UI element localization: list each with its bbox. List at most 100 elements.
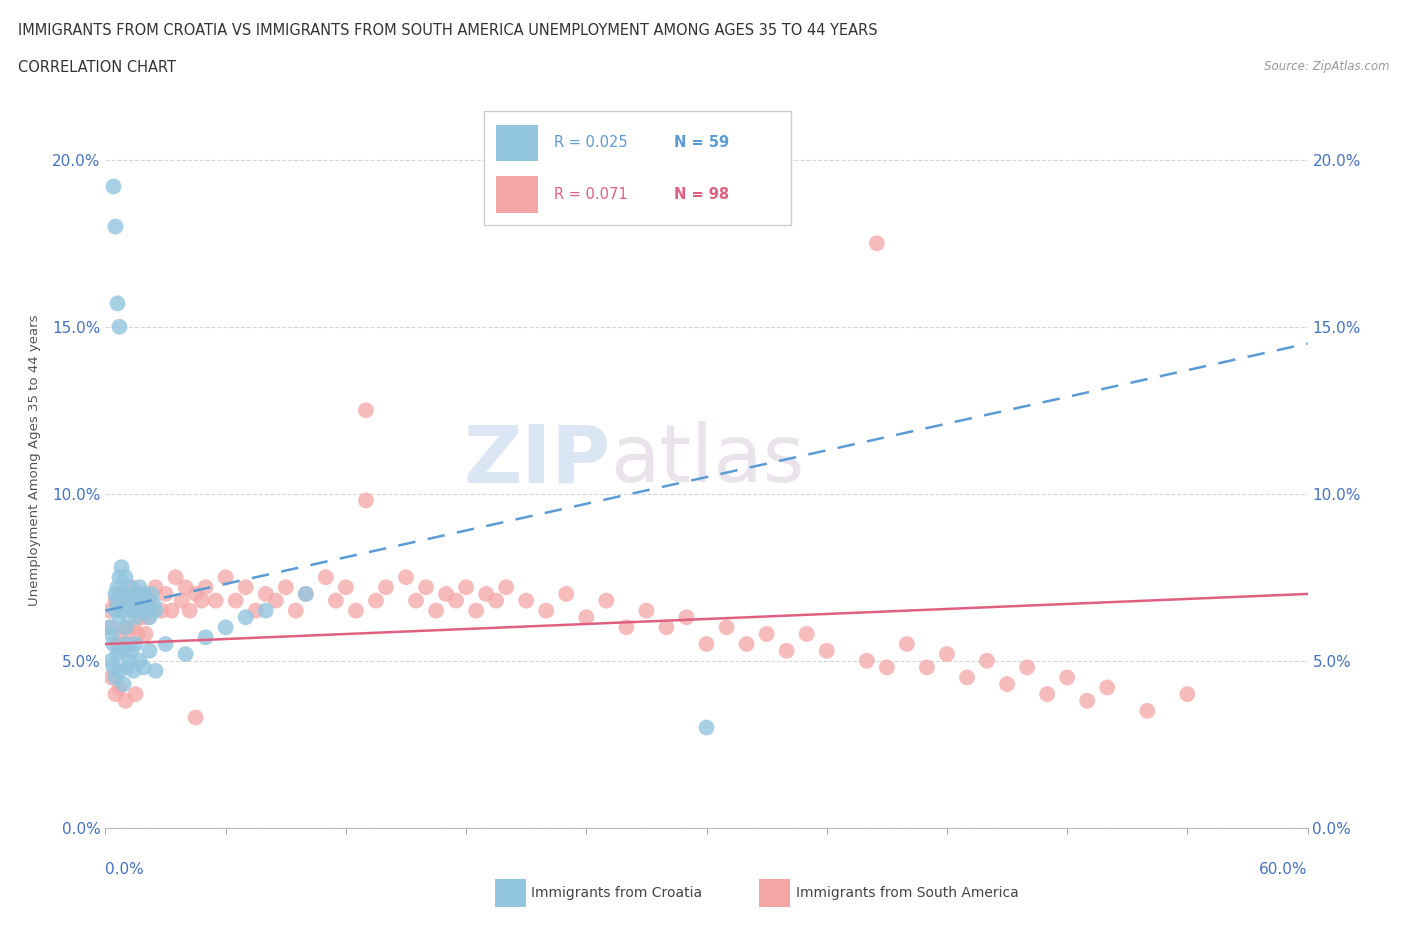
Point: [138, 593, 160, 608]
Point: [315, 570, 337, 585]
Point: [675, 610, 697, 625]
Point: [117, 660, 139, 675]
Point: [855, 653, 877, 668]
Point: [98, 604, 121, 618]
Text: R = 0.025: R = 0.025: [554, 136, 627, 151]
Point: [127, 627, 149, 642]
Bar: [496, 125, 538, 161]
Point: [235, 610, 257, 625]
Point: [254, 587, 277, 602]
Point: [124, 610, 146, 625]
Point: [104, 587, 127, 602]
Point: [128, 579, 150, 594]
Text: Source: ZipAtlas.com: Source: ZipAtlas.com: [1264, 60, 1389, 73]
Point: [127, 593, 149, 608]
Point: [444, 593, 467, 608]
Text: N = 98: N = 98: [673, 187, 730, 202]
Point: [405, 593, 427, 608]
Point: [1017, 660, 1039, 675]
Point: [110, 604, 132, 618]
Point: [976, 653, 998, 668]
Point: [107, 593, 129, 608]
Point: [108, 319, 131, 334]
Point: [896, 637, 918, 652]
Point: [555, 587, 578, 602]
Point: [184, 587, 207, 602]
Point: [107, 296, 129, 311]
Point: [454, 579, 477, 594]
Point: [107, 579, 129, 594]
Point: [755, 627, 778, 642]
Point: [495, 579, 517, 594]
Point: [138, 610, 160, 625]
Point: [354, 493, 377, 508]
Point: [160, 604, 183, 618]
Point: [150, 604, 173, 618]
Point: [155, 637, 177, 652]
Point: [138, 644, 160, 658]
Point: [1136, 703, 1159, 718]
Point: [1056, 670, 1078, 684]
Text: atlas: atlas: [610, 421, 804, 499]
Point: [170, 593, 193, 608]
Point: [135, 627, 157, 642]
Point: [141, 587, 163, 602]
Point: [796, 627, 818, 642]
Point: [425, 604, 447, 618]
Point: [114, 570, 136, 585]
Point: [110, 560, 132, 575]
Point: [155, 587, 177, 602]
Point: [108, 610, 131, 625]
Point: [104, 604, 127, 618]
Point: [364, 593, 387, 608]
Text: N = 59: N = 59: [673, 136, 730, 151]
Point: [235, 579, 257, 594]
Point: [214, 570, 236, 585]
Point: [136, 604, 159, 618]
Point: [131, 610, 153, 625]
Point: [915, 660, 938, 675]
Point: [1177, 686, 1199, 701]
Point: [114, 620, 136, 635]
Text: 0.0%: 0.0%: [105, 862, 145, 877]
Text: Immigrants from Croatia: Immigrants from Croatia: [531, 885, 703, 900]
Point: [104, 670, 127, 684]
Point: [104, 686, 127, 701]
Point: [534, 604, 557, 618]
Point: [335, 579, 357, 594]
Point: [117, 593, 139, 608]
Point: [131, 604, 153, 618]
Point: [128, 587, 150, 602]
Point: [194, 579, 217, 594]
Text: CORRELATION CHART: CORRELATION CHART: [18, 60, 176, 75]
Point: [204, 593, 226, 608]
Point: [595, 593, 617, 608]
Text: Immigrants from South America: Immigrants from South America: [796, 885, 1018, 900]
Point: [696, 637, 718, 652]
Point: [122, 604, 145, 618]
Point: [118, 637, 141, 652]
Point: [103, 179, 125, 194]
Point: [145, 604, 167, 618]
Point: [124, 686, 146, 701]
Point: [214, 620, 236, 635]
Point: [245, 604, 267, 618]
Point: [121, 593, 143, 608]
Point: [184, 711, 207, 725]
Point: [145, 579, 167, 594]
Point: [866, 236, 889, 251]
Point: [107, 646, 129, 661]
Point: [354, 403, 377, 418]
Point: [114, 694, 136, 709]
Point: [655, 620, 678, 635]
Point: [325, 593, 347, 608]
Y-axis label: Unemployment Among Ages 35 to 44 years: Unemployment Among Ages 35 to 44 years: [28, 314, 41, 606]
Point: [254, 604, 277, 618]
Point: [128, 653, 150, 668]
Point: [434, 587, 457, 602]
Point: [956, 670, 979, 684]
Point: [876, 660, 898, 675]
Point: [575, 610, 598, 625]
Point: [107, 637, 129, 652]
Point: [103, 660, 125, 675]
